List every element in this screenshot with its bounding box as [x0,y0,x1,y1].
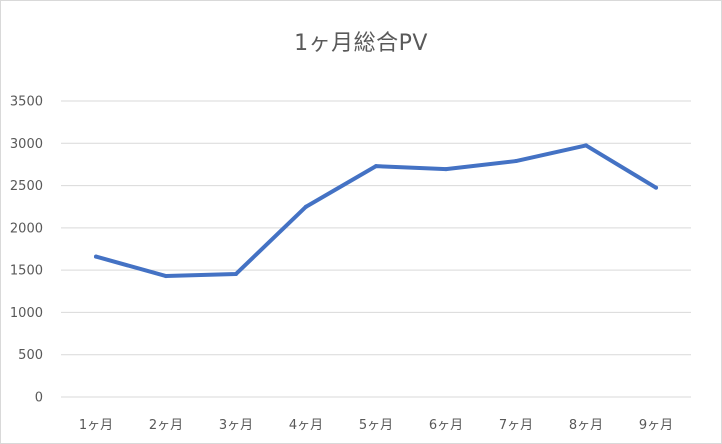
data-point [514,159,518,164]
x-tick-label: 6ヶ月 [429,418,463,433]
x-tick-label: 7ヶ月 [499,418,533,433]
y-tick-label: 2000 [10,221,43,236]
x-tick-label: 4ヶ月 [289,418,323,433]
data-point [234,271,238,276]
x-tick-label: 9ヶ月 [639,418,673,433]
data-point [94,254,98,259]
x-tick-label: 8ヶ月 [569,418,603,433]
data-point [584,143,588,148]
x-tick-label: 2ヶ月 [149,418,183,433]
chart-title: 1ヶ月総合PV [294,31,428,56]
y-tick-label: 2500 [10,179,43,194]
y-tick-label: 500 [18,348,43,363]
data-point [374,164,378,169]
x-tick-label: 3ヶ月 [219,418,253,433]
x-tick-label: 1ヶ月 [79,418,113,433]
series-layer [94,143,658,279]
y-tick-label: 0 [35,391,43,406]
y-tick-label: 3500 [10,95,43,110]
data-point [164,274,168,279]
y-axis-tick-labels: 0 500 1000 1500 2000 2500 3000 3500 [10,95,43,406]
gridlines [61,100,691,398]
y-tick-label: 1000 [10,306,43,321]
y-tick-label: 3000 [10,137,43,152]
data-point [654,185,658,190]
x-axis-tick-labels: 1ヶ月 2ヶ月 3ヶ月 4ヶ月 5ヶ月 6ヶ月 7ヶ月 8ヶ月 9ヶ月 [79,418,673,433]
data-point [304,204,308,209]
data-point [444,167,448,172]
x-tick-label: 5ヶ月 [359,418,393,433]
y-tick-label: 1500 [10,264,43,279]
